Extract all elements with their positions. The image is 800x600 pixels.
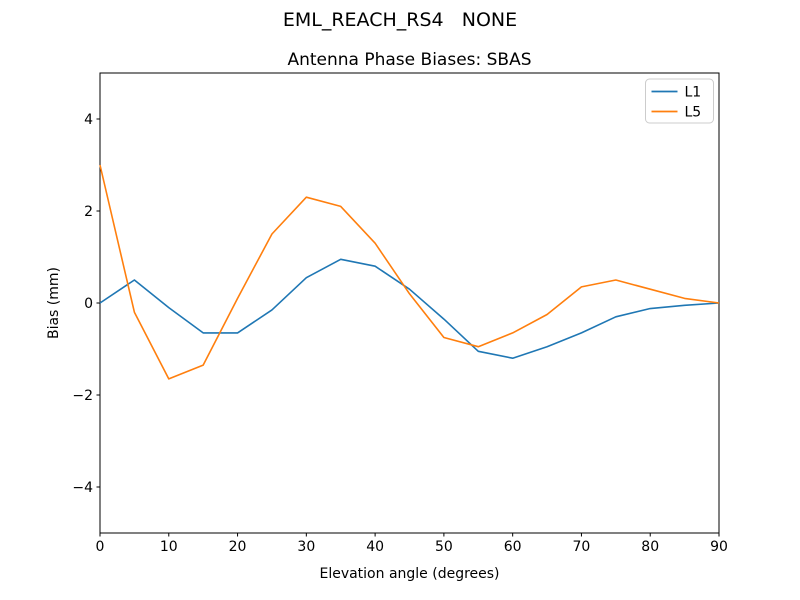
plot-area: [99, 72, 720, 534]
legend-entry-l1: L1: [685, 85, 702, 101]
legend-entry-l5: L5: [685, 105, 702, 121]
series-line-l1: [99, 258, 720, 360]
x-tick-label: 0: [96, 539, 105, 555]
axes-title: Antenna Phase Biases: SBAS: [287, 50, 531, 70]
x-axis-label: Elevation angle (degrees): [319, 566, 499, 582]
y-axis-label: Bias (mm): [46, 267, 62, 339]
x-tick-label: 10: [160, 539, 178, 555]
x-tick-label: 40: [366, 539, 384, 555]
data-series: [99, 164, 720, 380]
x-tick-label: 20: [229, 539, 247, 555]
x-tick-label: 80: [641, 539, 659, 555]
y-tick-label: −2: [72, 388, 93, 404]
figure-suptitle: EML_REACH_RS4 NONE: [283, 9, 517, 31]
y-tick-label: −4: [72, 480, 93, 496]
x-tick-label: 60: [504, 539, 522, 555]
y-axis-ticks: −4 −2 0 2 4: [72, 112, 100, 496]
y-tick-label: 0: [84, 296, 93, 312]
legend-box: [645, 78, 714, 124]
x-tick-label: 70: [573, 539, 591, 555]
x-tick-label: 90: [710, 539, 728, 555]
x-tick-label: 30: [297, 539, 315, 555]
series-line-l5: [99, 164, 720, 380]
y-tick-label: 2: [84, 204, 93, 220]
x-axis-ticks: 0 10 20 30 40 50 60 70 80 90: [96, 533, 728, 555]
x-tick-label: 50: [435, 539, 453, 555]
y-tick-label: 4: [84, 112, 93, 128]
